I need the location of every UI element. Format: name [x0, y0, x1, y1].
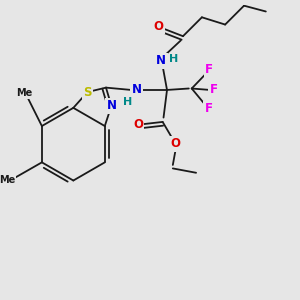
- Text: Me: Me: [0, 175, 15, 185]
- Text: Me: Me: [16, 88, 33, 98]
- Text: H: H: [169, 54, 178, 64]
- Text: F: F: [205, 102, 213, 115]
- Text: S: S: [83, 85, 92, 98]
- Text: O: O: [153, 20, 163, 32]
- Text: N: N: [106, 99, 116, 112]
- Text: N: N: [156, 54, 166, 68]
- Text: O: O: [133, 118, 143, 131]
- Text: O: O: [171, 137, 181, 150]
- Text: F: F: [209, 83, 217, 96]
- Text: N: N: [131, 83, 142, 96]
- Text: H: H: [123, 97, 132, 107]
- Text: F: F: [205, 63, 213, 76]
